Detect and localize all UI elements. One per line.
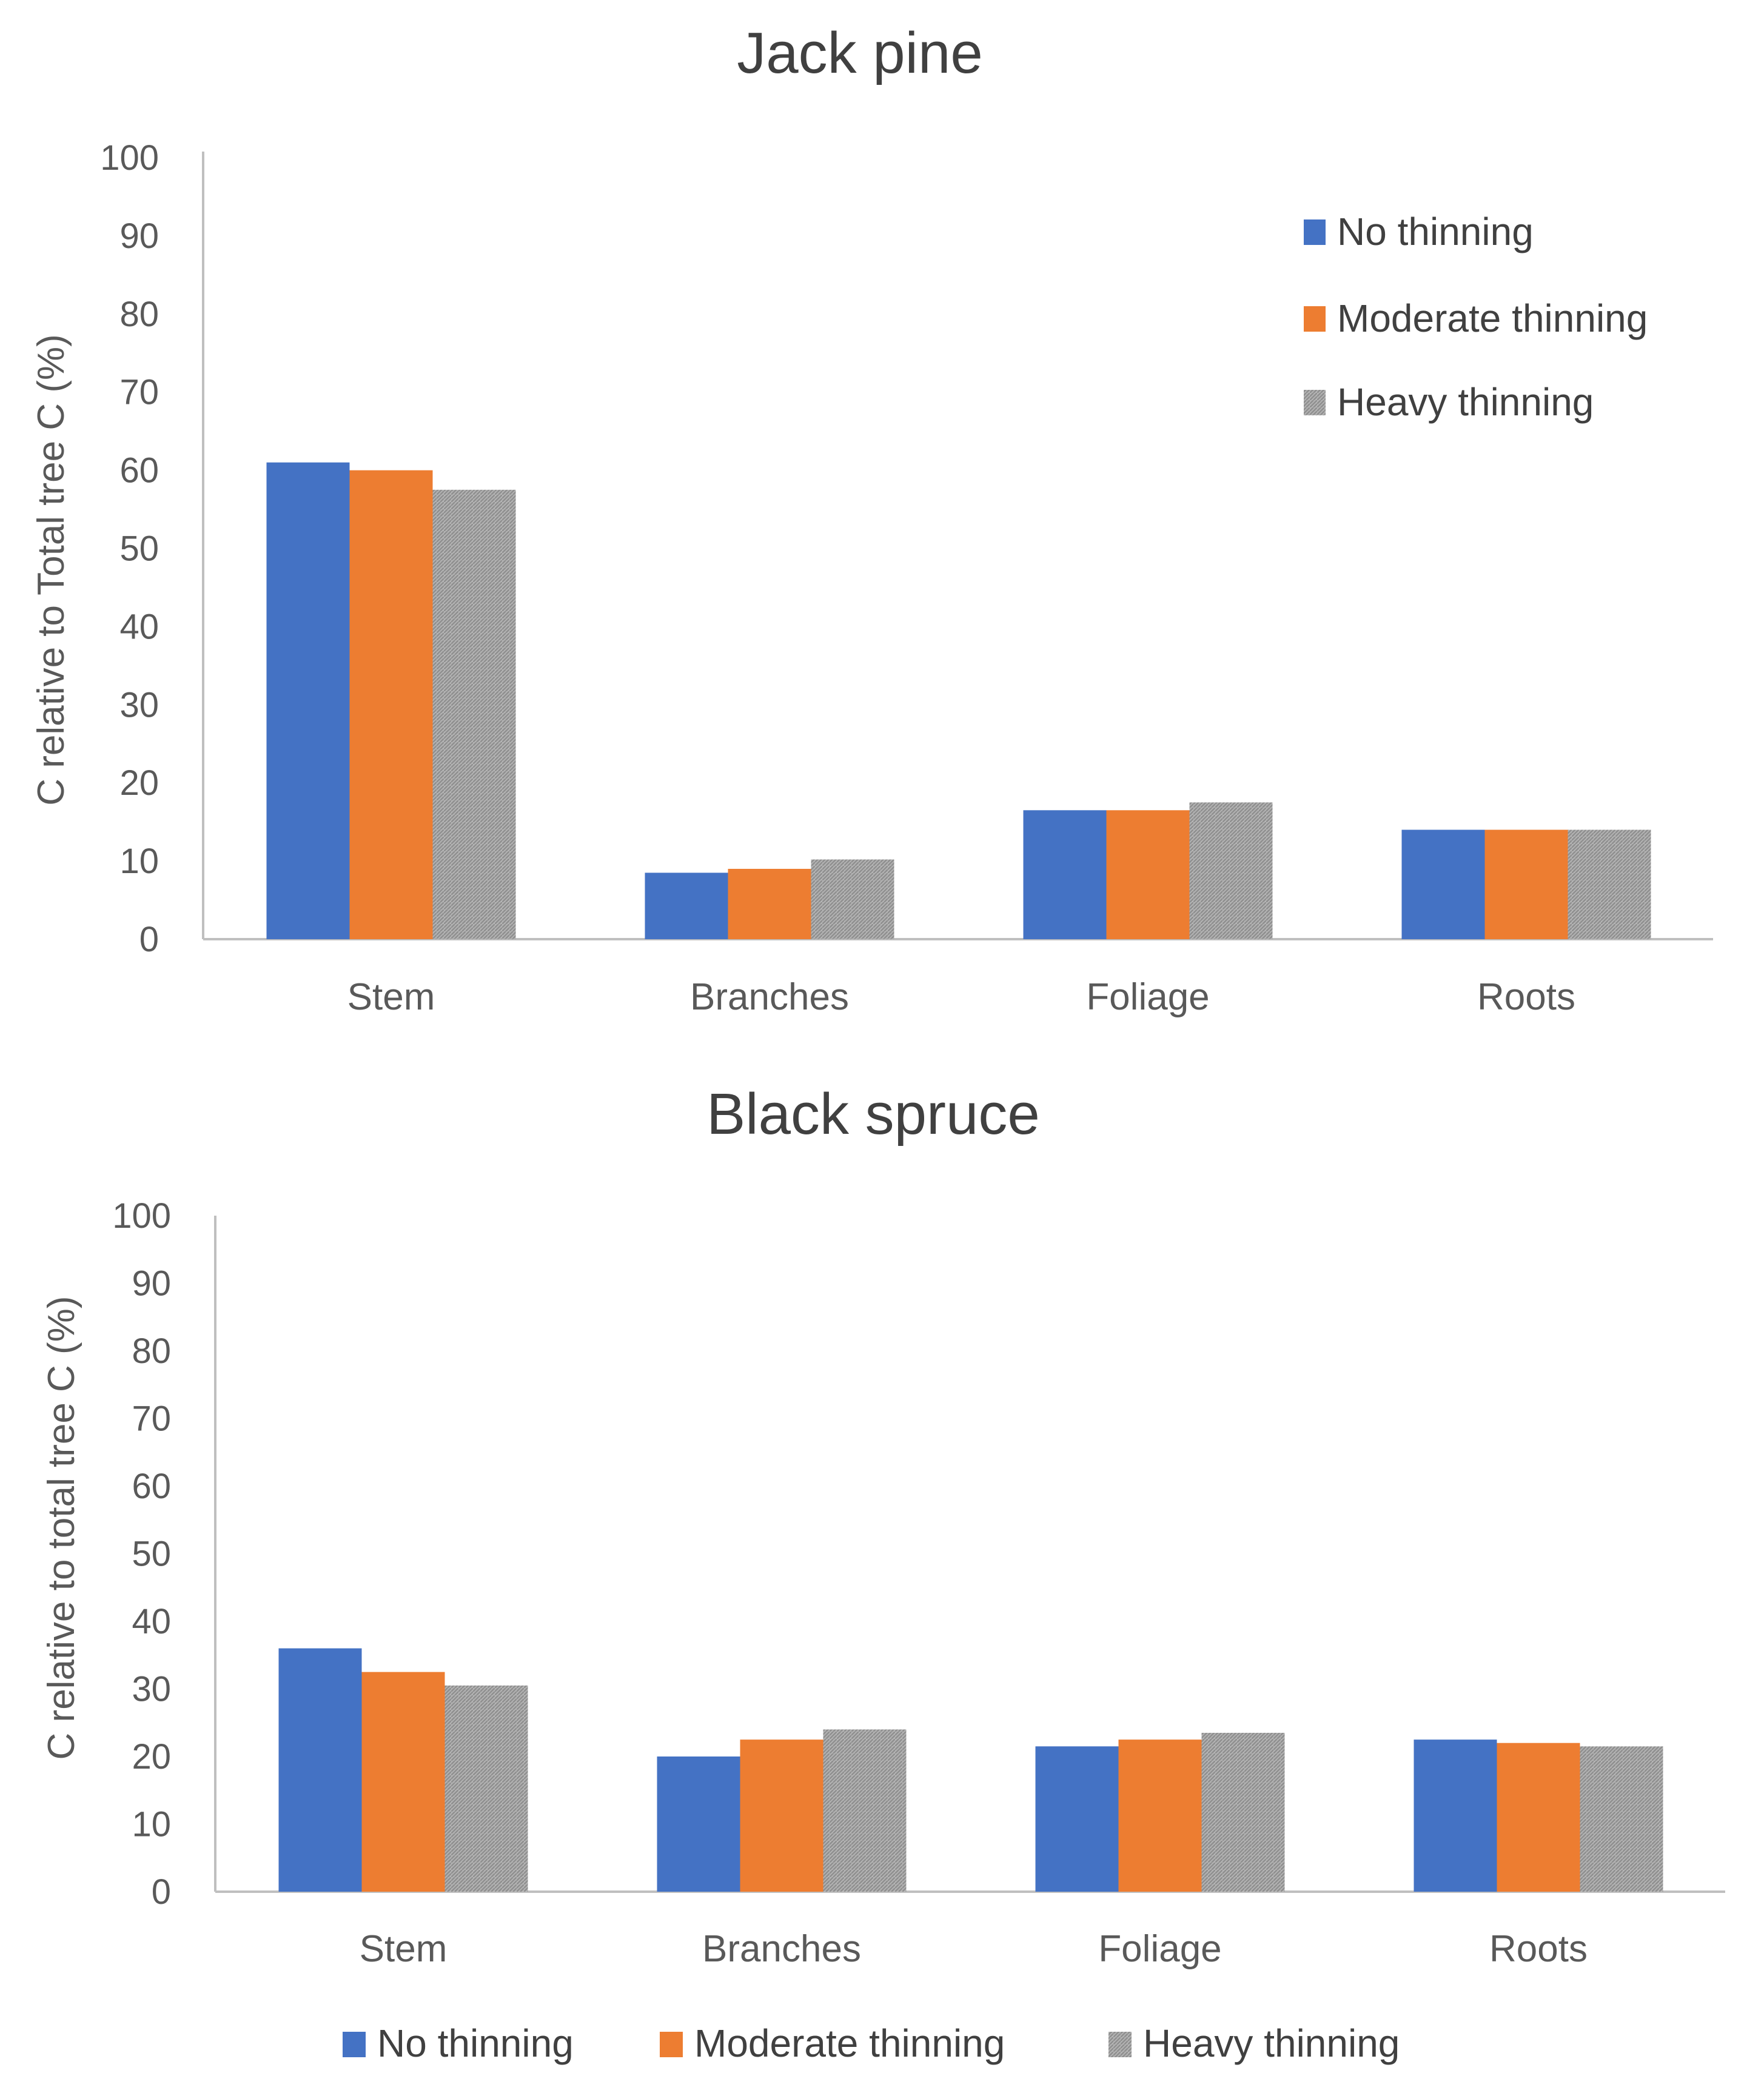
legend-item-no-thinning: No thinning <box>343 2021 574 2065</box>
legend-label: No thinning <box>377 2021 574 2065</box>
y-tick-label: 80 <box>132 1331 171 1371</box>
bar-branches-moderate-thinning <box>728 868 811 939</box>
bar-branches-heavy-thinning <box>823 1729 907 1892</box>
bar-foliage-moderate-thinning <box>1118 1740 1202 1892</box>
legend: No thinning Moderate thinning Heavy thin… <box>343 2021 1400 2065</box>
legend-swatch <box>1304 390 1326 415</box>
bars <box>278 1648 1663 1892</box>
y-tick-label: 0 <box>139 920 159 959</box>
bar-stem-heavy-thinning <box>432 489 516 939</box>
bar-roots-moderate-thinning <box>1497 1743 1580 1892</box>
y-tick-label: 30 <box>119 685 159 725</box>
y-ticks: 0 10 20 30 40 50 60 70 80 90 100 <box>112 1196 171 1912</box>
y-tick-label: 100 <box>100 138 159 178</box>
bar-branches-no-thinning <box>645 872 728 939</box>
legend-item-no-thinning: No thinning <box>1304 210 1534 253</box>
y-ticks: 0 10 20 30 40 50 60 70 80 90 100 <box>100 138 159 959</box>
x-tick-label: Stem <box>360 1928 448 1970</box>
chart-title: Black spruce <box>706 1082 1040 1147</box>
legend-swatch <box>1304 306 1326 332</box>
bars <box>266 462 1651 939</box>
bar-roots-no-thinning <box>1414 1740 1497 1892</box>
legend-item-moderate-thinning: Moderate thinning <box>1304 296 1648 340</box>
bar-roots-no-thinning <box>1401 829 1485 939</box>
y-tick-label: 10 <box>132 1805 171 1844</box>
y-tick-label: 50 <box>119 529 159 569</box>
legend-label: No thinning <box>1337 210 1534 253</box>
y-tick-label: 50 <box>132 1535 171 1574</box>
y-tick-label: 40 <box>119 607 159 646</box>
bar-stem-heavy-thinning <box>444 1685 528 1892</box>
bar-roots-heavy-thinning <box>1568 829 1651 939</box>
y-tick-label: 90 <box>119 216 159 256</box>
bar-foliage-heavy-thinning <box>1189 802 1273 939</box>
legend-item-heavy-thinning: Heavy thinning <box>1108 2021 1400 2065</box>
y-tick-label: 60 <box>119 451 159 491</box>
legend-item-heavy-thinning: Heavy thinning <box>1304 380 1594 424</box>
bar-foliage-heavy-thinning <box>1201 1732 1285 1892</box>
x-tick-labels: Stem Branches Foliage Roots <box>347 976 1575 1018</box>
legend-label: Moderate thinning <box>1337 296 1648 340</box>
chart-jack-pine: Jack pine C relative to Total tree C (%)… <box>30 21 1713 1018</box>
legend-swatch <box>1108 2032 1132 2057</box>
bar-stem-moderate-thinning <box>361 1672 445 1892</box>
bar-stem-no-thinning <box>278 1648 362 1892</box>
bar-roots-heavy-thinning <box>1580 1746 1663 1892</box>
bar-foliage-no-thinning <box>1023 810 1107 939</box>
legend-label: Heavy thinning <box>1337 380 1594 424</box>
legend-swatch <box>343 2032 366 2057</box>
legend-label: Moderate thinning <box>694 2021 1005 2065</box>
legend-swatch <box>1304 219 1326 245</box>
x-tick-label: Roots <box>1489 1928 1588 1970</box>
x-tick-labels: Stem Branches Foliage Roots <box>360 1928 1588 1970</box>
x-tick-label: Roots <box>1477 976 1575 1018</box>
x-tick-label: Stem <box>347 976 435 1018</box>
y-tick-label: 40 <box>132 1602 171 1641</box>
x-tick-label: Branches <box>690 976 849 1018</box>
bar-foliage-moderate-thinning <box>1106 810 1190 939</box>
y-tick-label: 30 <box>132 1670 171 1709</box>
bar-branches-no-thinning <box>657 1756 740 1892</box>
y-tick-label: 60 <box>132 1467 171 1506</box>
y-tick-label: 70 <box>119 373 159 412</box>
legend-item-moderate-thinning: Moderate thinning <box>660 2021 1005 2065</box>
legend: No thinning Moderate thinning Heavy thin… <box>1304 210 1648 424</box>
bar-stem-no-thinning <box>266 462 350 939</box>
y-tick-label: 80 <box>119 295 159 334</box>
chart-black-spruce: Black spruce C relative to total tree C … <box>41 1082 1725 2065</box>
y-axis-label: C relative to Total tree C (%) <box>30 334 72 806</box>
y-tick-label: 70 <box>132 1399 171 1439</box>
y-tick-label: 100 <box>112 1196 171 1236</box>
bar-branches-heavy-thinning <box>811 859 894 939</box>
y-tick-label: 90 <box>132 1264 171 1304</box>
y-tick-label: 10 <box>119 842 159 881</box>
bar-foliage-no-thinning <box>1035 1746 1119 1892</box>
y-axis-label: C relative to total tree C (%) <box>41 1296 82 1760</box>
y-tick-label: 20 <box>119 763 159 803</box>
chart-title: Jack pine <box>737 21 983 85</box>
legend-swatch <box>660 2032 683 2057</box>
x-tick-label: Branches <box>702 1928 861 1970</box>
x-tick-label: Foliage <box>1086 976 1209 1018</box>
y-tick-label: 20 <box>132 1737 171 1777</box>
bar-branches-moderate-thinning <box>740 1740 823 1892</box>
y-tick-label: 0 <box>152 1872 171 1912</box>
x-tick-label: Foliage <box>1098 1928 1221 1970</box>
bar-roots-moderate-thinning <box>1484 829 1568 939</box>
bar-stem-moderate-thinning <box>349 470 433 939</box>
legend-label: Heavy thinning <box>1143 2021 1400 2065</box>
